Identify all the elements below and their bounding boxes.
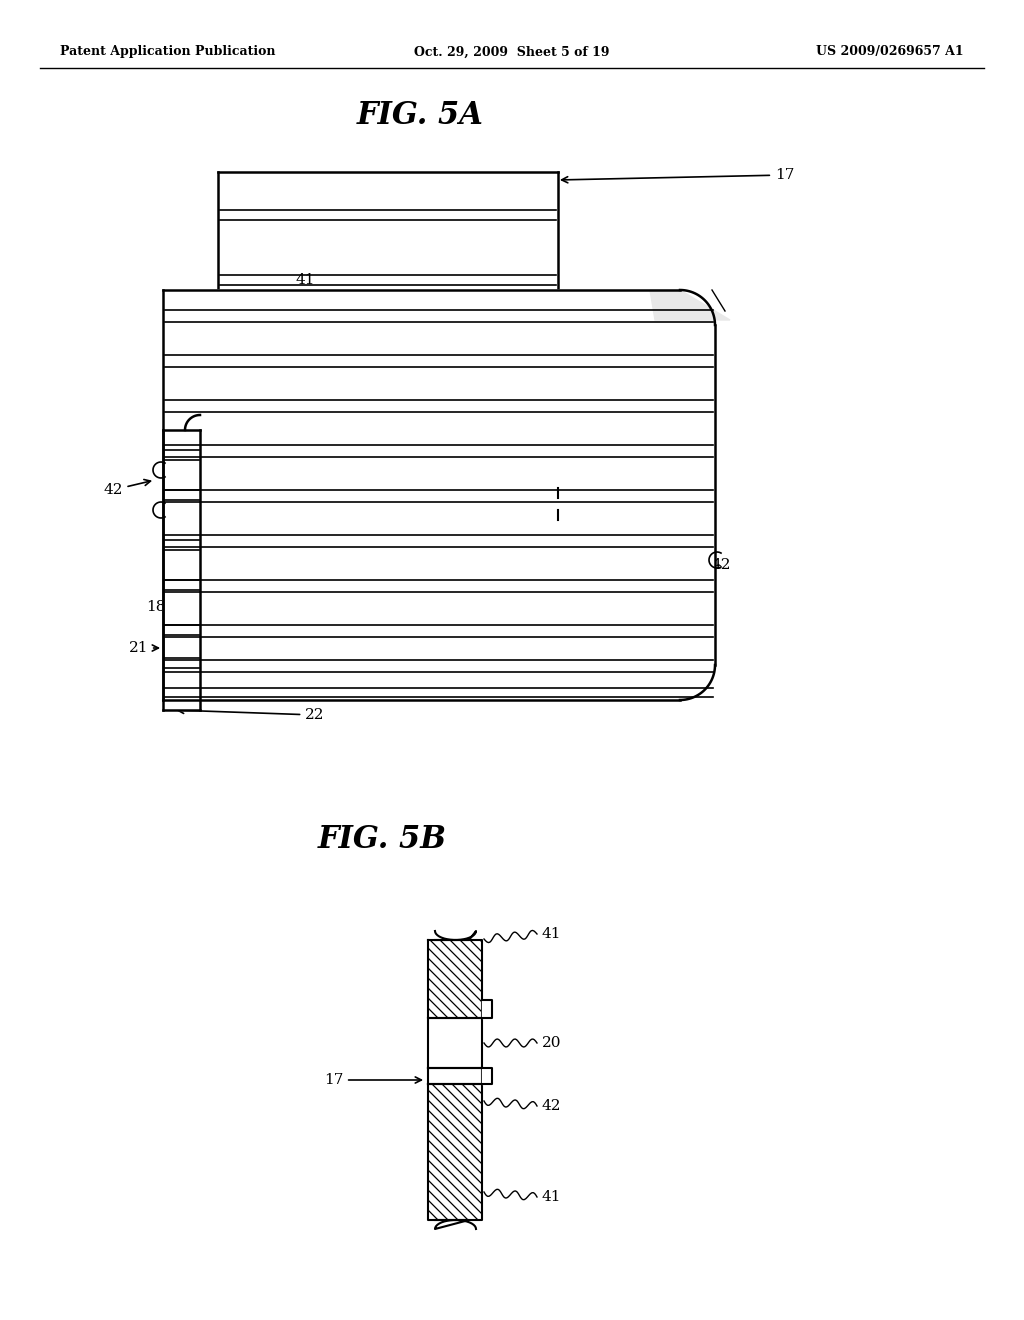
Polygon shape (428, 940, 482, 1018)
Text: 22: 22 (177, 708, 325, 722)
Text: Oct. 29, 2009  Sheet 5 of 19: Oct. 29, 2009 Sheet 5 of 19 (415, 45, 609, 58)
Text: 41: 41 (542, 927, 561, 941)
Text: 21: 21 (128, 642, 159, 655)
Text: 42: 42 (712, 558, 731, 572)
Polygon shape (428, 1068, 482, 1084)
Polygon shape (482, 1001, 492, 1018)
Text: US 2009/0269657 A1: US 2009/0269657 A1 (816, 45, 964, 58)
Text: FIG. 5A: FIG. 5A (356, 99, 483, 131)
Polygon shape (435, 931, 476, 940)
Text: FIG. 5B: FIG. 5B (317, 825, 446, 855)
Text: 17: 17 (324, 1073, 421, 1086)
Text: 17: 17 (561, 168, 795, 182)
Text: 41: 41 (542, 1191, 561, 1204)
Text: B: B (580, 510, 588, 519)
Polygon shape (428, 1084, 482, 1220)
Polygon shape (482, 1068, 492, 1084)
Polygon shape (435, 1220, 476, 1229)
Polygon shape (650, 290, 730, 319)
Text: 41: 41 (435, 631, 455, 645)
Text: 20: 20 (542, 1036, 561, 1049)
Text: Patent Application Publication: Patent Application Publication (60, 45, 275, 58)
Polygon shape (428, 1018, 482, 1068)
Polygon shape (163, 430, 200, 710)
Text: 42: 42 (542, 1100, 561, 1113)
Text: B: B (580, 487, 588, 498)
Text: 42: 42 (103, 479, 151, 498)
Polygon shape (218, 172, 558, 490)
Polygon shape (163, 290, 715, 700)
Text: 41: 41 (295, 273, 343, 327)
Text: 18: 18 (145, 595, 193, 614)
